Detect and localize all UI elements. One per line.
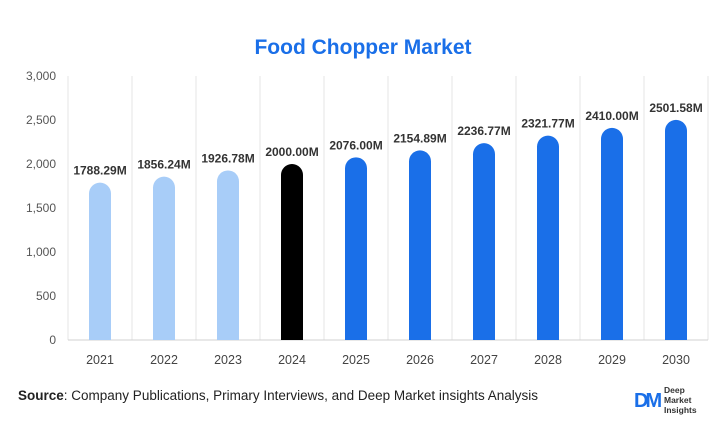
y-tick-label: 1,000 bbox=[26, 245, 56, 259]
bar-2023 bbox=[217, 170, 239, 340]
y-tick-label: 500 bbox=[36, 289, 56, 303]
x-tick-label: 2026 bbox=[406, 353, 434, 367]
x-tick-label: 2027 bbox=[470, 353, 498, 367]
logo-text: Deep Market Insights bbox=[664, 385, 697, 415]
source-note: Source: Company Publications, Primary In… bbox=[18, 388, 538, 403]
data-label: 2236.77M bbox=[457, 124, 510, 138]
y-tick-label: 0 bbox=[49, 333, 56, 347]
data-label: 2154.89M bbox=[393, 131, 446, 145]
x-tick-label: 2021 bbox=[86, 353, 114, 367]
x-tick-label: 2024 bbox=[278, 353, 306, 367]
bar-2027 bbox=[473, 143, 495, 340]
data-label: 2076.00M bbox=[329, 138, 382, 152]
x-tick-label: 2028 bbox=[534, 353, 562, 367]
data-label: 2501.58M bbox=[649, 101, 702, 115]
bar-2025 bbox=[345, 157, 367, 340]
logo-line-2: Market bbox=[664, 395, 692, 405]
bar-2026 bbox=[409, 150, 431, 340]
bar-chart: 0 500 1,000 1,500 2,000 2,500 3,000 2021 1788.29… bbox=[26, 69, 709, 367]
x-tick-label: 2023 bbox=[214, 353, 242, 367]
data-label: 1926.78M bbox=[201, 151, 254, 165]
x-tick-label: 2030 bbox=[662, 353, 690, 367]
x-tick-label: 2029 bbox=[598, 353, 626, 367]
data-label: 2000.00M bbox=[265, 145, 318, 159]
logo-line-1: Deep bbox=[664, 385, 685, 395]
bar-2021 bbox=[89, 182, 111, 340]
bar-2030 bbox=[665, 119, 687, 340]
y-tick-label: 3,000 bbox=[26, 69, 56, 83]
company-logo: DM Deep Market Insights bbox=[634, 384, 718, 420]
data-label: 1856.24M bbox=[137, 158, 190, 172]
y-tick-label: 2,500 bbox=[26, 113, 56, 127]
data-label: 1788.29M bbox=[73, 164, 126, 178]
bar-2028 bbox=[537, 135, 559, 340]
source-text: : Company Publications, Primary Intervie… bbox=[63, 388, 538, 403]
x-tick-label: 2025 bbox=[342, 353, 370, 367]
bar-2022 bbox=[153, 176, 175, 340]
logo-mark: DM bbox=[634, 390, 662, 412]
bar-2024 bbox=[281, 164, 303, 340]
x-tick-label: 2022 bbox=[150, 353, 178, 367]
data-label: 2410.00M bbox=[585, 109, 638, 123]
chart-title: Food Chopper Market bbox=[254, 36, 472, 59]
y-tick-label: 1,500 bbox=[26, 201, 56, 215]
source-label: Source bbox=[18, 388, 64, 403]
y-tick-label: 2,000 bbox=[26, 157, 56, 171]
logo-line-3: Insights bbox=[664, 405, 697, 415]
bar-2029 bbox=[601, 127, 623, 340]
data-label: 2321.77M bbox=[521, 117, 574, 131]
